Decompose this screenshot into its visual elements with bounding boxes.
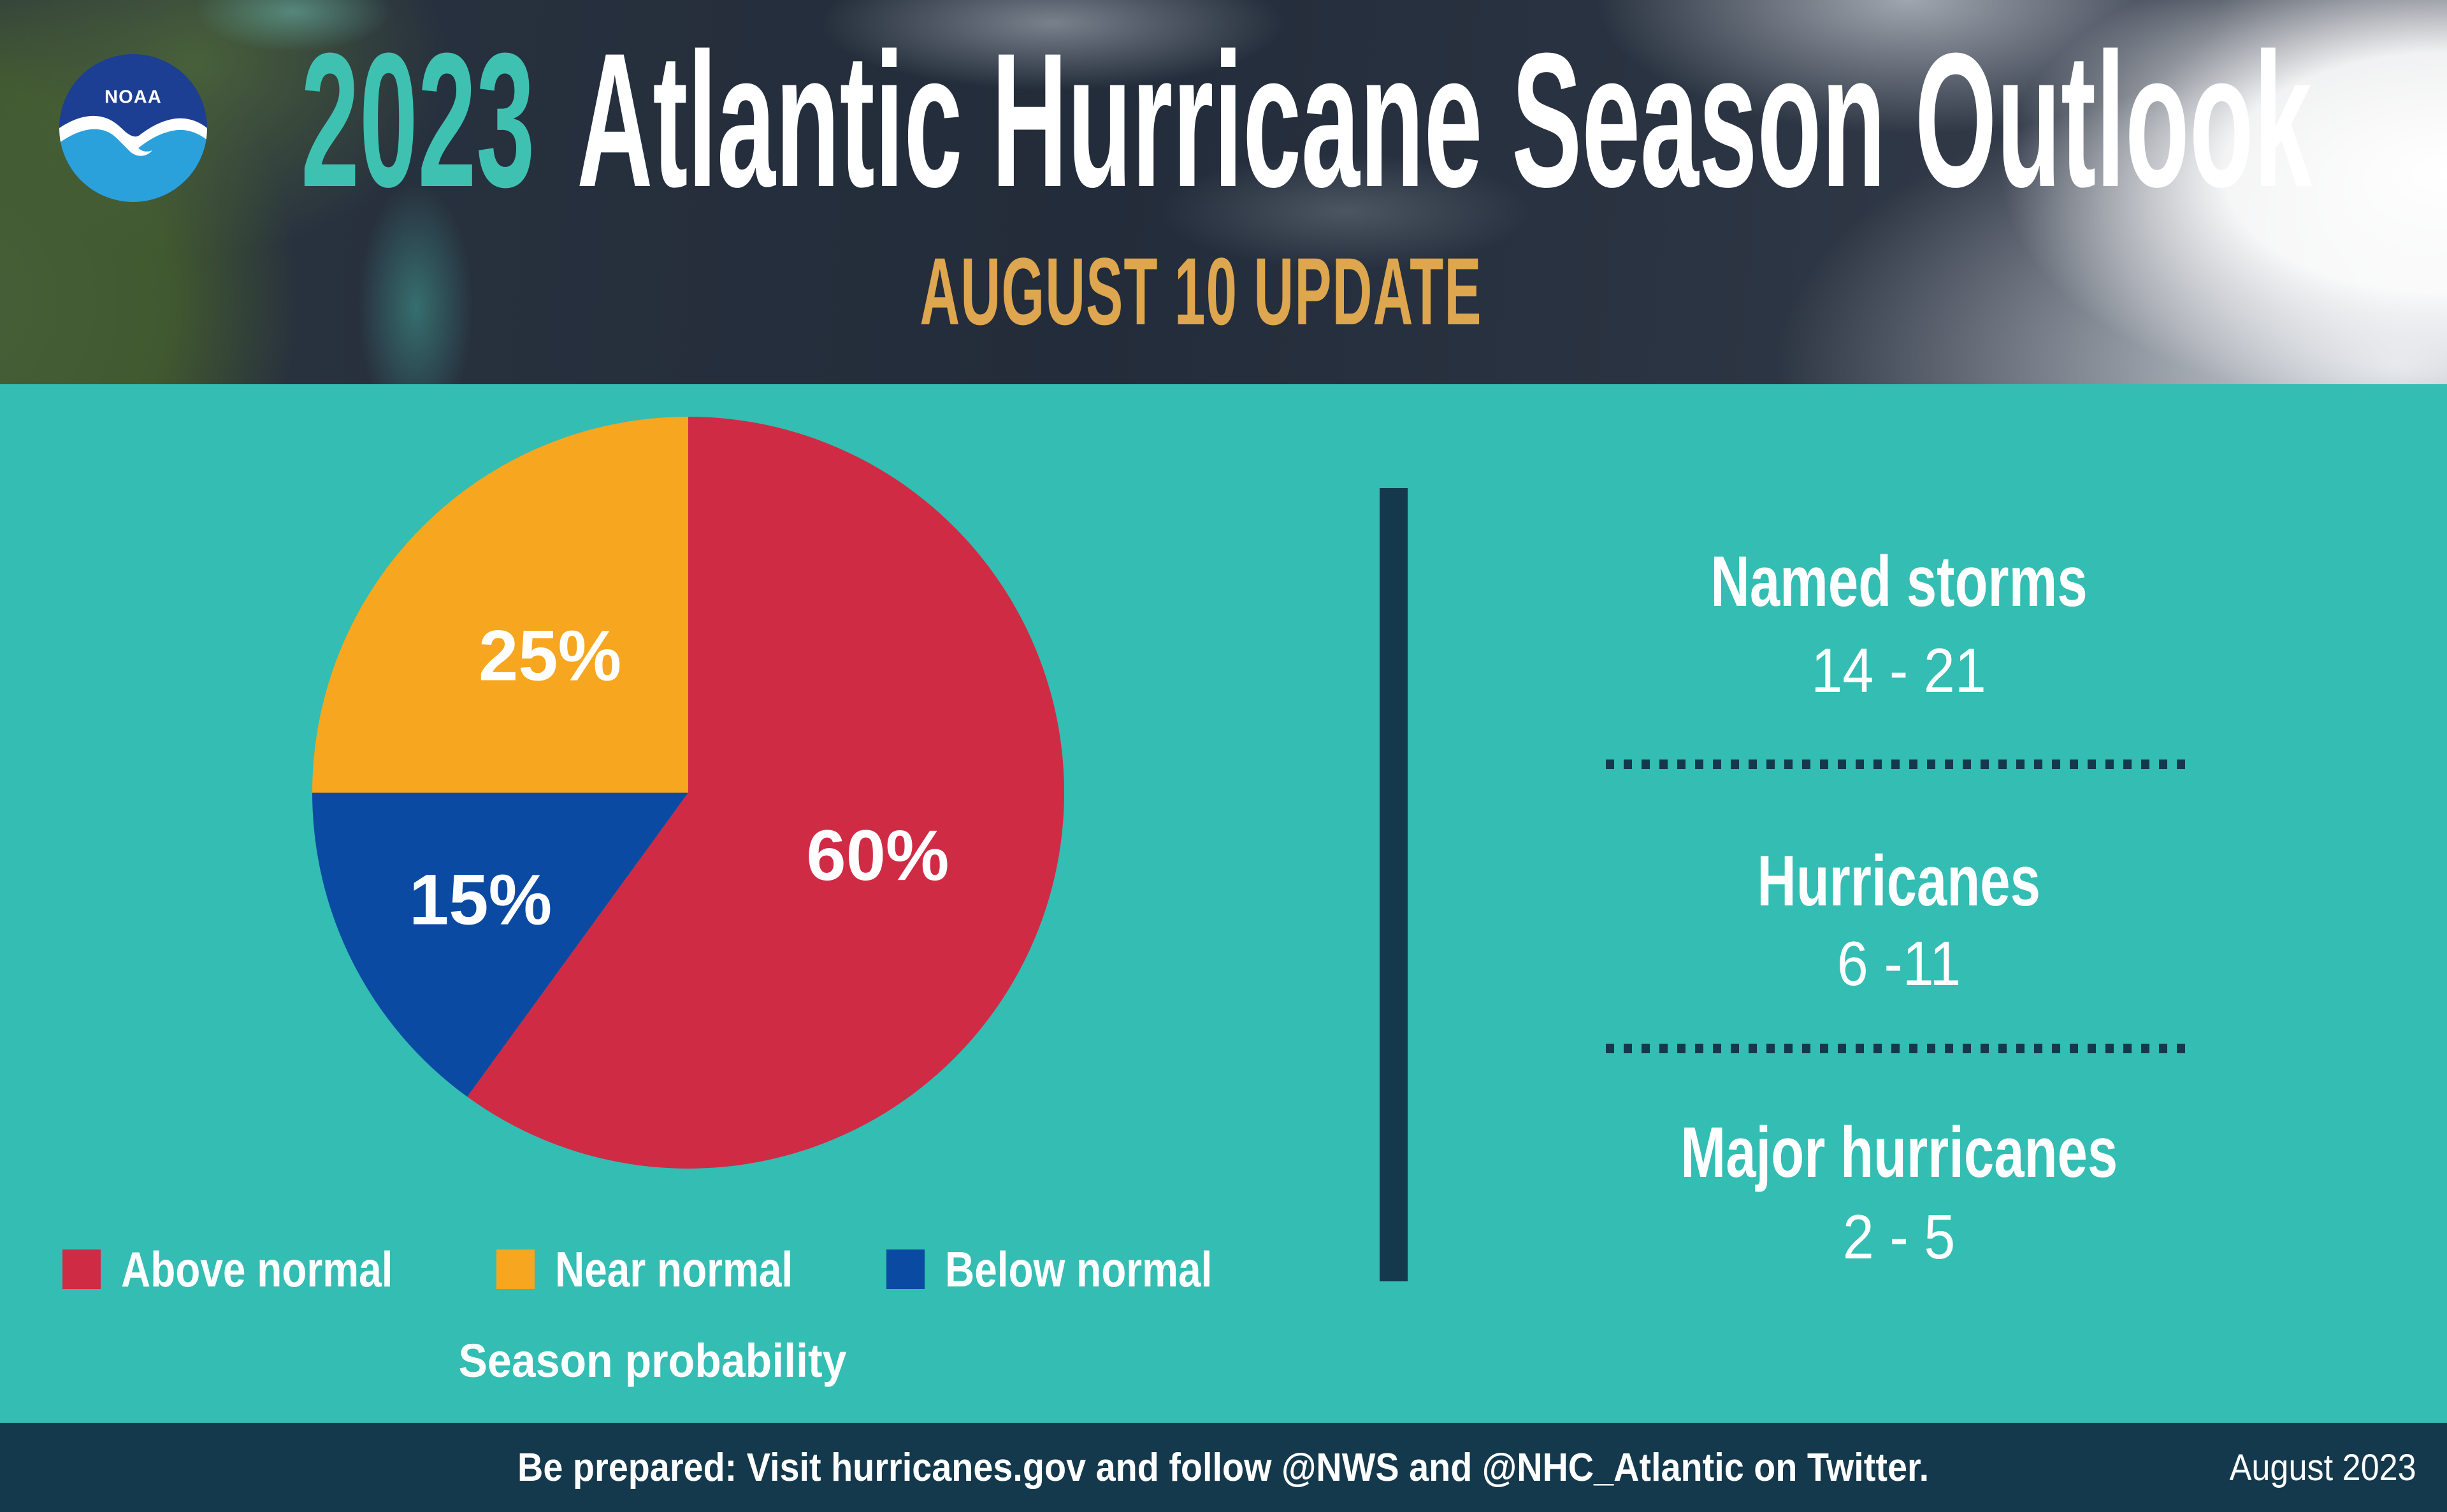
noaa-logo-graphic: NOAA: [59, 54, 207, 202]
pie-slice-value-label: 60%: [806, 816, 949, 895]
title-text: Atlantic Hurricane Season Outlook: [577, 13, 2313, 227]
stat-label-hurricanes: Hurricanes: [1757, 841, 2041, 921]
pie-slice-value-label: 25%: [479, 616, 621, 695]
pie-chart: 60% 15% 25%: [312, 417, 1064, 1169]
legend-swatch-near-normal: [496, 1249, 535, 1289]
stat-range-hurricanes: 6 -11: [1837, 928, 1961, 998]
legend-label-near-normal: Near normal: [555, 1241, 793, 1297]
pie-chart-svg: 60% 15% 25%: [312, 417, 1064, 1169]
stat-range-major-hurricanes: 2 - 5: [1842, 1202, 1956, 1272]
main-content: 60% 15% 25% Above normal Near normal Below…: [0, 384, 2447, 1423]
legend-swatch-below-normal: [886, 1249, 925, 1289]
legend-item-near-normal: Near normal: [496, 1241, 845, 1297]
legend-label-above-normal: Above normal: [121, 1241, 393, 1297]
noaa-logo: NOAA: [59, 54, 207, 202]
satellite-background-image: [0, 0, 2447, 384]
legend-item-above-normal: Above normal: [62, 1241, 452, 1297]
stat-range-named-storms: 14 - 21: [1811, 635, 1987, 705]
pie-slice-above-normal: [467, 417, 1064, 1169]
footer-date: August 2023: [2229, 1446, 2416, 1488]
footer-bar: Be prepared: Visit hurricanes.gov and fo…: [0, 1423, 2447, 1512]
pie-slice-below-normal: [312, 793, 688, 1097]
header-banner: NOAA 2023 Atlantic Hurricane Season Outl…: [0, 0, 2447, 384]
dotted-separator: [1606, 760, 2192, 769]
page-title: 2023 Atlantic Hurricane Season Outlook: [166, 24, 2447, 215]
stat-label-named-storms: Named storms: [1710, 542, 2088, 621]
chart-caption: Season probability: [458, 1334, 847, 1387]
legend-label-below-normal: Below normal: [945, 1241, 1213, 1297]
pie-slice-value-label: 15%: [409, 860, 552, 939]
footer-message: Be prepared: Visit hurricanes.gov and fo…: [517, 1445, 1930, 1490]
pie-slice-near-normal: [312, 417, 688, 793]
subtitle-row: AUGUST 10 UPDATE: [0, 243, 2402, 339]
subtitle: AUGUST 10 UPDATE: [920, 238, 1483, 345]
legend-swatch-above-normal: [62, 1249, 101, 1289]
stat-label-major-hurricanes: Major hurricanes: [1680, 1112, 2118, 1192]
stats-panel: Named storms 14 - 21 Hurricanes 6 -11 Ma…: [1443, 384, 2355, 1423]
chart-caption-row: Season probability: [0, 1334, 1305, 1388]
dotted-separator: [1606, 1044, 2192, 1053]
noaa-logo-text: NOAA: [105, 87, 162, 108]
title-year: 2023: [300, 13, 535, 227]
vertical-divider: [1380, 488, 1408, 1281]
legend-item-below-normal: Below normal: [886, 1241, 1271, 1297]
